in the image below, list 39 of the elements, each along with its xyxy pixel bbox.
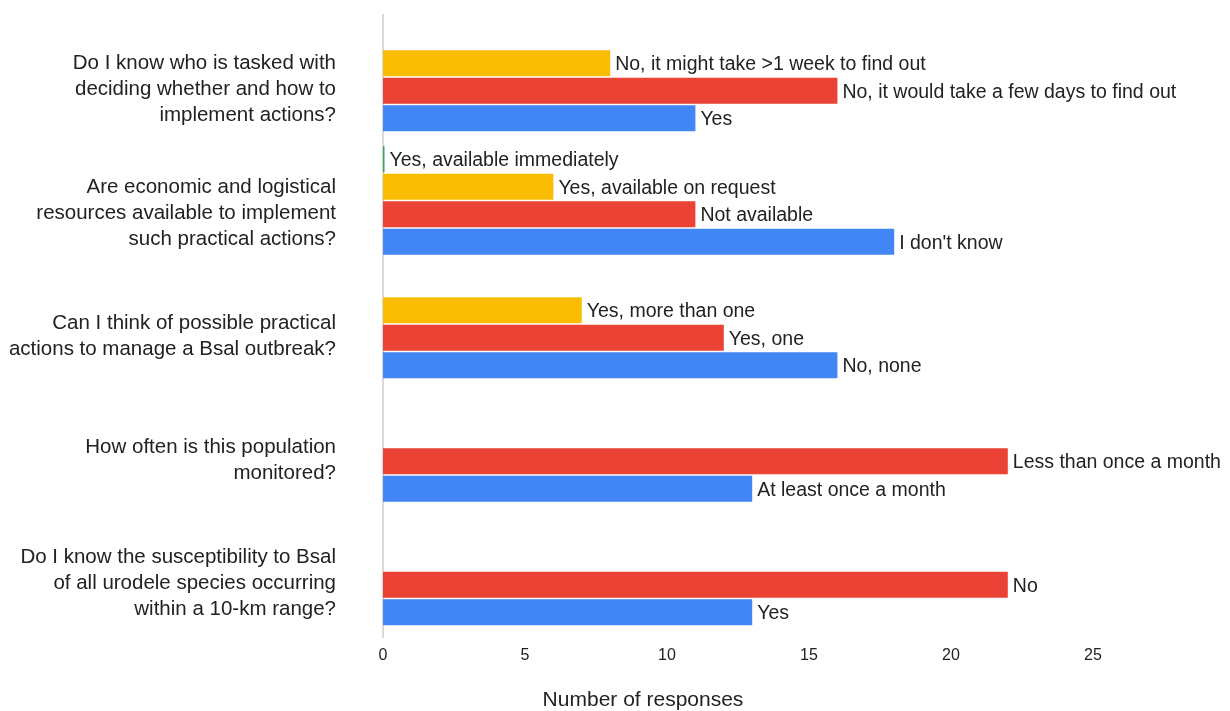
data-label: Yes, one <box>728 326 804 349</box>
data-label: Not available <box>700 203 814 226</box>
bar <box>383 201 696 228</box>
bar <box>383 228 895 255</box>
bar <box>383 571 1008 598</box>
y-tick-label: Are economic and logistical resources available to implement such practical actions? <box>36 173 337 249</box>
x-tick-label: 5 <box>520 646 530 663</box>
x-tick-label: 20 <box>942 646 960 663</box>
bar <box>383 50 611 77</box>
data-label: Less than once a month <box>1012 450 1221 473</box>
data-label: Yes, available immediately <box>389 148 619 171</box>
data-label: Yes, available on request <box>558 175 777 198</box>
x-tick-label: 0 <box>378 646 388 663</box>
data-label: Yes <box>757 601 790 624</box>
bar <box>383 475 753 502</box>
data-label: At least once a month <box>757 477 946 500</box>
bar <box>383 324 724 351</box>
data-label: I don't know <box>899 230 1004 253</box>
bar <box>383 105 696 132</box>
x-tick-label: 15 <box>800 646 818 663</box>
bar <box>383 448 1008 475</box>
bar <box>383 599 753 626</box>
data-label: No, it would take a few days to find out <box>842 79 1177 102</box>
data-label: No <box>1012 573 1038 596</box>
data-label: Yes <box>700 107 733 130</box>
y-tick-label: How often is this population monitored? <box>85 433 336 483</box>
x-tick-label: 25 <box>1084 646 1102 663</box>
bar <box>383 173 554 200</box>
y-tick-label: Do I know the susceptibility to Bsal of all urodele species occurring within a 10-km range? <box>20 544 336 620</box>
x-axis-title: Number of responses <box>542 687 744 710</box>
y-tick-label: Can I think of possible practical actions to manage a Bsal outbreak? <box>8 310 336 360</box>
bar <box>383 297 582 324</box>
data-label: No, none <box>842 354 922 377</box>
data-label: Yes, more than one <box>586 299 756 322</box>
bar <box>383 352 838 379</box>
data-label: No, it might take >1 week to find out <box>615 52 927 75</box>
x-tick-label: 10 <box>658 646 676 663</box>
bar <box>383 77 838 104</box>
y-tick-label: Do I know who is tasked with deciding whether and how to implement actions? <box>72 50 336 126</box>
